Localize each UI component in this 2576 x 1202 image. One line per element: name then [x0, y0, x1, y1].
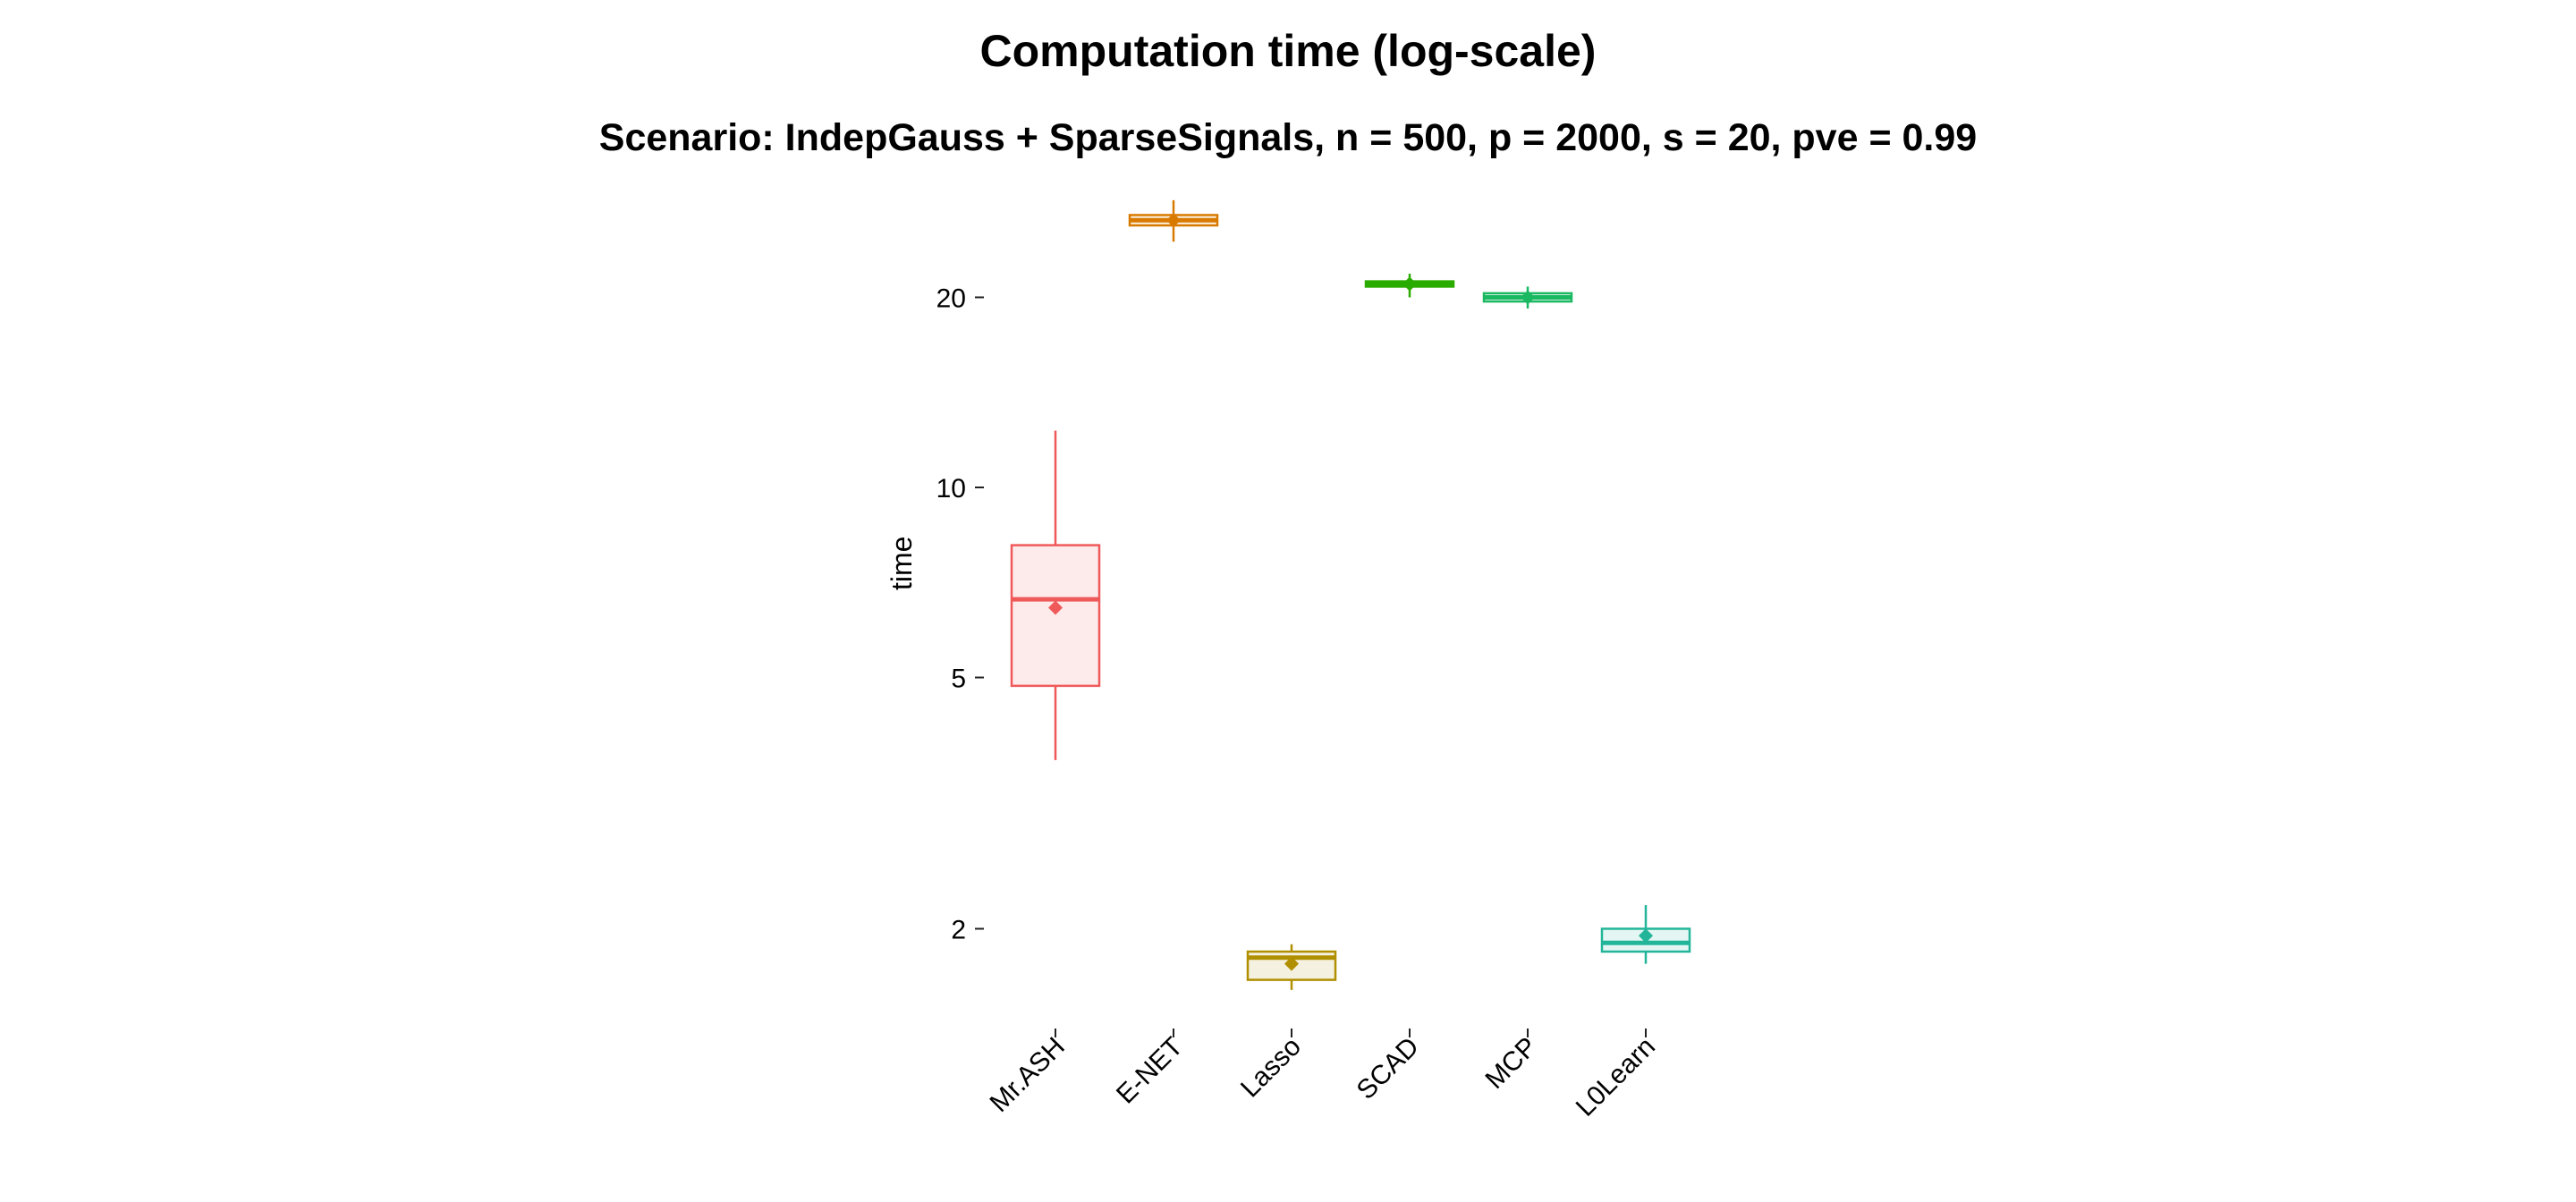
y-tick-label: 10	[936, 474, 966, 504]
mean-marker	[1402, 276, 1417, 292]
box-e-net	[1128, 199, 1219, 242]
mean-marker	[1521, 290, 1535, 305]
mean-marker	[1166, 213, 1181, 228]
x-tick-label: Lasso	[1235, 1032, 1307, 1104]
mean-marker	[1639, 928, 1653, 944]
box-l0learn	[1600, 905, 1691, 964]
chart-title: Computation time (log-scale)	[979, 26, 1597, 76]
x-tick-label: MCP	[1479, 1032, 1542, 1095]
x-axis: Mr.ASH E-NET Lasso SCAD MCP L0Learn	[985, 1028, 1661, 1122]
box-mr-ash	[1010, 430, 1101, 760]
y-tick-label: 20	[936, 284, 966, 313]
mean-marker	[1048, 600, 1063, 615]
x-tick-label: L0Learn	[1571, 1032, 1661, 1122]
x-tick-label: SCAD	[1352, 1032, 1425, 1105]
x-tick-label: Mr.ASH	[985, 1032, 1071, 1118]
y-tick-label: 2	[951, 915, 966, 944]
mean-marker	[1284, 956, 1299, 971]
y-tick-label: 5	[951, 664, 966, 694]
boxes	[1010, 199, 1691, 990]
box-mcp	[1482, 286, 1573, 309]
iqr-box	[1010, 544, 1101, 688]
x-tick-label: E-NET	[1111, 1032, 1189, 1110]
box-lasso	[1246, 944, 1337, 990]
chart-subtitle: Scenario: IndepGauss + SparseSignals, n …	[598, 116, 1978, 159]
box-scad	[1364, 274, 1455, 298]
y-axis: 2 5 10 20	[936, 284, 984, 944]
